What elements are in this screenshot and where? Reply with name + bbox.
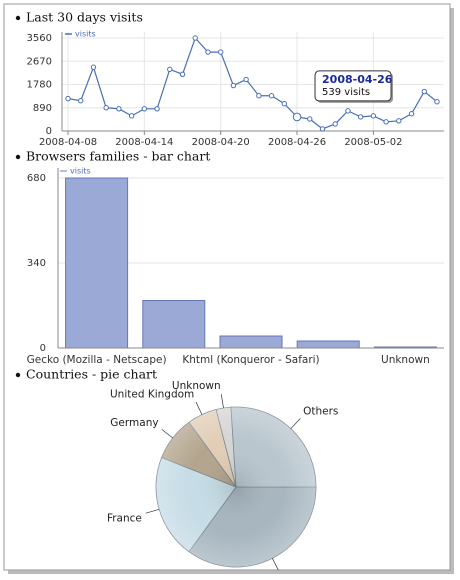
y-tick-label: 680 [27, 173, 46, 184]
point [268, 93, 275, 99]
point [90, 64, 97, 70]
point [345, 108, 351, 114]
pie-label: Unknown [172, 380, 221, 392]
y-tick-label: 3560 [27, 33, 52, 44]
point [103, 105, 109, 111]
chart-title: Browsers families - bar chart [26, 149, 210, 164]
point [434, 99, 440, 105]
point [217, 49, 224, 55]
point [256, 93, 262, 99]
y-tick-label: 1780 [27, 80, 52, 91]
point [78, 97, 84, 104]
point [332, 121, 338, 127]
bullet [15, 154, 21, 160]
point [243, 76, 249, 83]
point [179, 71, 186, 78]
point [128, 113, 135, 119]
x-tick-label: Gecko (Mozilla - Netscape) [27, 354, 167, 366]
pie-label: Germany [110, 417, 158, 429]
legend-label: visits [75, 30, 96, 39]
x-tick-label: 2008-04-08 [39, 137, 97, 148]
pie-label: United Kingdom [110, 388, 194, 400]
point [421, 88, 427, 95]
point [154, 106, 160, 112]
x-tick-label: 2008-04-14 [115, 137, 173, 148]
point [116, 106, 122, 112]
pie-label: Others [303, 406, 338, 418]
legend-label: visits [70, 167, 91, 176]
point [65, 95, 71, 102]
point [408, 111, 415, 117]
tooltip-text: 539 visits [322, 87, 370, 98]
point [281, 101, 288, 107]
bar [296, 340, 360, 349]
point [383, 119, 389, 125]
point [396, 118, 402, 124]
tooltip [314, 70, 392, 102]
x-tick-label: Khtml (Konqueror - Safari) [182, 354, 319, 366]
point [230, 82, 237, 89]
bar [65, 177, 129, 349]
pie-label: France [107, 512, 142, 524]
y-tick-label: 0 [46, 126, 52, 137]
point [141, 106, 148, 112]
point [319, 126, 326, 132]
y-tick-label: 340 [27, 258, 46, 269]
bar [142, 300, 206, 349]
chart-title: Last 30 days visits [26, 10, 143, 25]
y-tick-label: 2670 [27, 56, 52, 67]
point [192, 35, 198, 41]
leader-line [220, 394, 224, 409]
x-tick-label: 2008-04-20 [192, 137, 250, 148]
bullet [15, 372, 21, 378]
point [167, 66, 173, 73]
point [205, 49, 211, 55]
x-tick-label: 2008-05-02 [344, 137, 402, 148]
y-tick-label: 890 [33, 103, 52, 114]
bullet [15, 15, 21, 21]
y-tick-label: 0 [40, 343, 46, 354]
point [370, 113, 377, 119]
x-tick-label: Unknown [381, 354, 430, 366]
point [307, 116, 313, 122]
chart-title: Countries - pie chart [26, 367, 157, 382]
x-tick-label: 2008-04-26 [268, 137, 326, 148]
point [357, 114, 364, 120]
point [292, 112, 302, 122]
tooltip-title: 2008-04-26 [322, 73, 393, 86]
content: Last 30 days visits Browsers families - … [15, 10, 444, 570]
bar [219, 335, 283, 349]
